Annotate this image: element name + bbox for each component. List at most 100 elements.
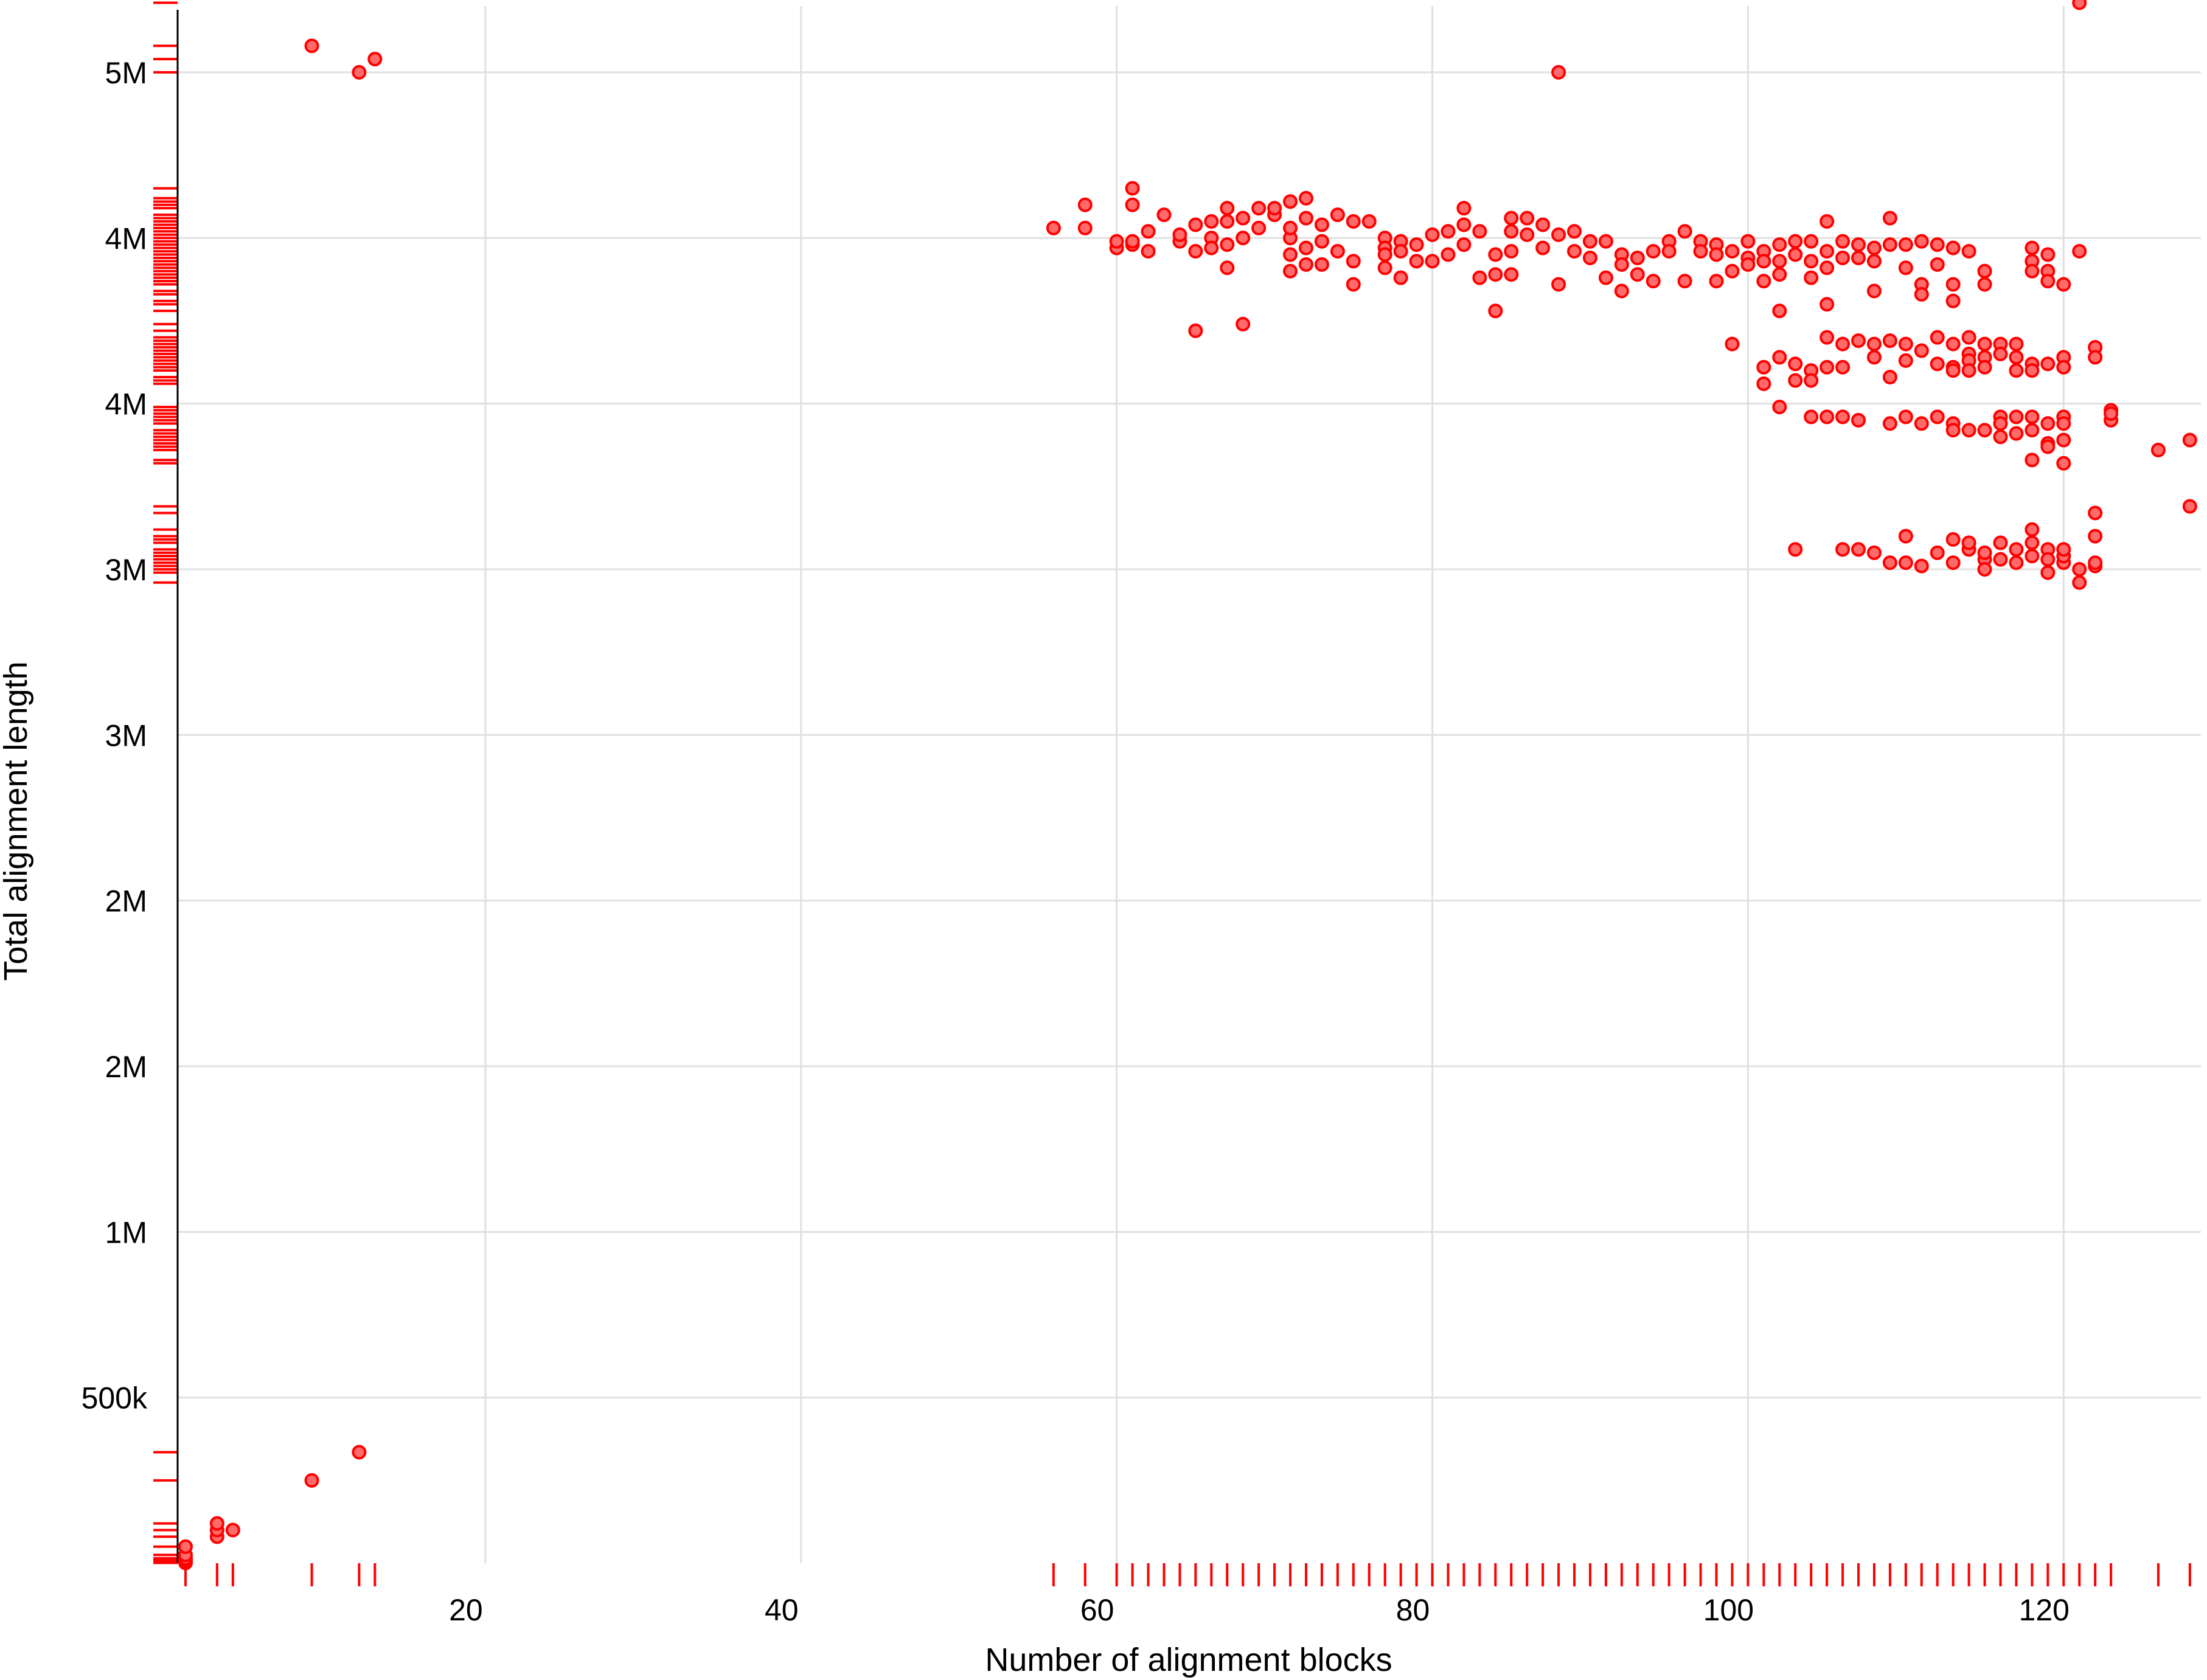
scatter-point	[1945, 423, 1961, 438]
scatter-point	[2025, 423, 2040, 438]
scatter-point	[1756, 254, 1771, 269]
scatter-point	[1804, 409, 1819, 425]
scatter-point	[1993, 429, 2008, 445]
scatter-point	[1788, 247, 1803, 262]
scatter-point	[1898, 529, 1913, 544]
scatter-point	[1866, 254, 1882, 269]
scatter-point	[1582, 234, 1597, 249]
scatter-point	[1283, 220, 1298, 235]
scatter-point	[1520, 227, 1535, 242]
scatter-point	[1346, 277, 1361, 292]
scatter-point	[1756, 376, 1771, 391]
scatter-point	[2040, 356, 2056, 372]
scatter-point	[1819, 359, 1835, 375]
scatter-point	[2009, 350, 2024, 365]
scatter-point	[1520, 210, 1535, 226]
scatter-point	[1298, 257, 1313, 272]
scatter-point	[1819, 330, 1835, 345]
scatter-point	[1835, 336, 1851, 352]
scatter-point	[1725, 336, 1740, 352]
scatter-point	[1882, 333, 1897, 349]
scatter-point	[304, 38, 319, 54]
scatter-point	[1740, 257, 1756, 272]
scatter-point	[2072, 561, 2087, 577]
scatter-point	[2009, 336, 2024, 352]
scatter-point	[1977, 277, 1992, 292]
scatter-point	[1188, 323, 1203, 338]
scatter-point	[1961, 330, 1976, 345]
scatter-point	[1866, 350, 1882, 365]
scatter-point	[1819, 409, 1835, 425]
scatter-point	[1046, 220, 1061, 235]
scatter-point	[1188, 244, 1203, 259]
scatter-point	[1914, 234, 1929, 249]
scatter-point	[1788, 373, 1803, 388]
scatter-point	[352, 64, 367, 80]
scatter-point	[1441, 247, 1456, 262]
scatter-point	[1488, 304, 1503, 319]
scatter-point	[1977, 359, 1992, 375]
scatter-point	[1346, 254, 1361, 269]
scatter-point	[209, 1516, 224, 1531]
scatter-point	[1945, 532, 1961, 547]
scatter-point	[1819, 297, 1835, 312]
scatter-point	[1204, 240, 1219, 255]
scatter-point	[1377, 260, 1392, 276]
scatter-point	[1930, 356, 1945, 372]
scatter-point	[1251, 220, 1267, 235]
scatter-point	[1725, 244, 1740, 259]
scatter-point	[1677, 224, 1692, 239]
scatter-point	[1456, 201, 1472, 216]
scatter-point	[2040, 274, 2056, 289]
x-tick-label: 80	[1396, 1593, 1430, 1627]
scatter-point	[1882, 416, 1897, 431]
scatter-point	[1756, 274, 1771, 289]
scatter-point	[2009, 363, 2024, 378]
scatter-point	[1330, 207, 1345, 223]
scatter-point	[2088, 529, 2103, 544]
y-tick-label: 3M	[105, 718, 147, 752]
scatter-point	[1945, 363, 1961, 378]
scatter-point	[1236, 231, 1251, 246]
scatter-point	[1456, 217, 1472, 232]
scatter-point	[1930, 257, 1945, 272]
scatter-point	[1125, 234, 1140, 249]
scatter-point	[1314, 217, 1329, 232]
scatter-point	[1993, 535, 2008, 550]
scatter-point	[1551, 227, 1566, 242]
scatter-point	[2025, 409, 2040, 425]
scatter-point	[2072, 0, 2087, 10]
scatter-point	[1504, 244, 1519, 259]
scatter-point	[1866, 283, 1882, 299]
scatter-point	[1945, 293, 1961, 308]
scatter-point	[1819, 260, 1835, 276]
scatter-point	[1393, 244, 1408, 259]
scatter-point	[1819, 214, 1835, 229]
scatter-point	[2040, 416, 2056, 431]
scatter-point	[1646, 244, 1661, 259]
scatter-point	[2025, 549, 2040, 564]
scatter-point	[2182, 432, 2197, 448]
scatter-point	[1977, 336, 1992, 352]
scatter-point	[1930, 409, 1945, 425]
y-tick-label: 2M	[105, 1050, 147, 1084]
scatter-point	[1077, 197, 1093, 212]
scatter-point	[304, 1473, 319, 1488]
scatter-point	[1361, 214, 1377, 229]
scatter-point	[2072, 244, 2087, 259]
scatter-point	[1993, 552, 2008, 567]
scatter-point	[1788, 356, 1803, 372]
scatter-point	[2056, 416, 2071, 431]
scatter-point	[1898, 260, 1913, 276]
grid-lines	[178, 6, 2201, 1563]
scatter-point	[1804, 254, 1819, 269]
scatter-point	[1835, 542, 1851, 557]
scatter-point	[1851, 250, 1866, 265]
y-tick-label: 3M	[105, 553, 147, 587]
scatter-point	[1251, 201, 1267, 216]
scatter-point	[1835, 359, 1851, 375]
scatter-point	[2040, 247, 2056, 262]
y-tick-label: 4M	[105, 221, 147, 255]
y-tick-label: 5M	[105, 56, 147, 90]
